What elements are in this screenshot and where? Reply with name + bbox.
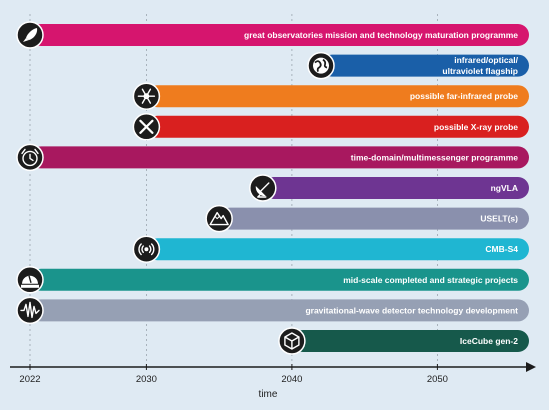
x-tick-label: 2030 bbox=[136, 374, 157, 385]
timeline-row: CMB-S4 bbox=[132, 235, 529, 263]
cube-icon bbox=[278, 327, 306, 355]
timeline-bar bbox=[262, 177, 529, 199]
x-tick-label: 2050 bbox=[427, 374, 448, 385]
bar-label: ultraviolet flagship bbox=[442, 66, 518, 76]
mountain-icon bbox=[205, 204, 233, 233]
timeline-bar bbox=[146, 85, 529, 108]
timeline-bar bbox=[146, 238, 529, 261]
timeline-bar bbox=[219, 207, 529, 230]
timeline-bars: great observatories mission and technolo… bbox=[16, 21, 529, 355]
bar-label: ngVLA bbox=[491, 183, 518, 193]
signal-icon bbox=[132, 235, 161, 263]
globe-icon bbox=[307, 51, 335, 80]
timeline-bar bbox=[291, 330, 529, 352]
timeline-row: possible X-ray probe bbox=[132, 113, 529, 141]
x-axis-title: time bbox=[259, 389, 278, 400]
bar-label: USELT(s) bbox=[480, 214, 518, 224]
x-tick-label: 2022 bbox=[19, 374, 40, 385]
timeline-bar bbox=[30, 299, 529, 322]
timeline-row: great observatories mission and technolo… bbox=[16, 21, 529, 49]
timeline-row: IceCube gen-2 bbox=[278, 327, 529, 355]
timeline-bar bbox=[321, 54, 529, 77]
bar-label: gravitational-wave detector technology d… bbox=[305, 305, 518, 315]
bar-label: CMB-S4 bbox=[485, 244, 518, 254]
x-axis: 2022 2030 2040 2050 time bbox=[10, 362, 536, 400]
x-tick-label: 2040 bbox=[281, 374, 302, 385]
bar-label: great observatories mission and technolo… bbox=[244, 30, 518, 40]
timeline-row: mid-scale completed and strategic projec… bbox=[16, 266, 529, 294]
timeline-row: ngVLA bbox=[249, 174, 529, 202]
timeline-row: gravitational-wave detector technology d… bbox=[16, 296, 529, 325]
timeline-bar bbox=[146, 115, 529, 138]
bar-label: mid-scale completed and strategic projec… bbox=[343, 275, 518, 285]
snowflake-icon bbox=[132, 82, 161, 110]
radio-dish-icon bbox=[249, 174, 277, 202]
bar-label: possible far-infrared probe bbox=[410, 91, 518, 101]
bar-label: possible X-ray probe bbox=[434, 122, 518, 132]
bar-label: IceCube gen-2 bbox=[460, 336, 518, 346]
timeline-row: time-domain/multimessenger programme bbox=[16, 143, 529, 172]
observatory-dome-icon bbox=[16, 266, 44, 294]
x-mark-icon bbox=[132, 113, 161, 141]
bar-label: time-domain/multimessenger programme bbox=[351, 152, 518, 162]
waveform-icon bbox=[16, 296, 44, 325]
timeline-bar bbox=[30, 24, 529, 46]
alarm-clock-icon bbox=[16, 143, 44, 172]
timeline-row: possible far-infrared probe bbox=[132, 82, 529, 110]
timeline-bar bbox=[30, 146, 529, 169]
timeline-bar bbox=[30, 268, 529, 291]
timeline-row: infrared/optical/ultraviolet flagship bbox=[307, 51, 529, 80]
timeline-row: USELT(s) bbox=[205, 204, 529, 233]
bar-label: infrared/optical/ bbox=[454, 55, 518, 65]
x-axis-arrow bbox=[526, 362, 536, 372]
rocket-icon bbox=[16, 21, 44, 49]
